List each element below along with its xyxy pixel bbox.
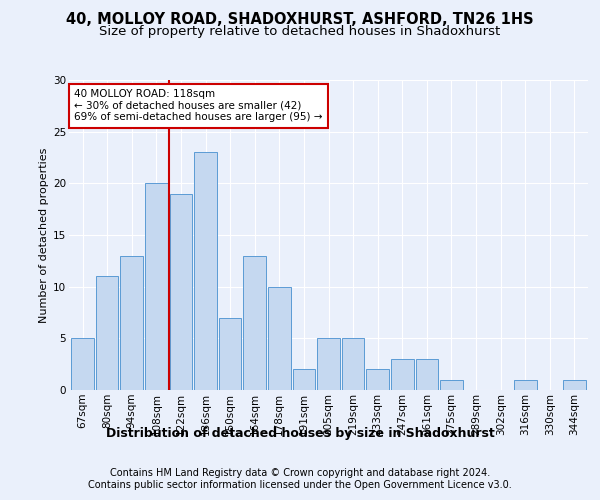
Bar — [317, 338, 340, 390]
Text: Size of property relative to detached houses in Shadoxhurst: Size of property relative to detached ho… — [100, 25, 500, 38]
Bar — [342, 338, 364, 390]
Bar — [121, 256, 143, 390]
Bar — [96, 276, 118, 390]
Bar — [563, 380, 586, 390]
Bar — [268, 286, 290, 390]
Bar — [514, 380, 536, 390]
Bar — [440, 380, 463, 390]
Text: 40 MOLLOY ROAD: 118sqm
← 30% of detached houses are smaller (42)
69% of semi-det: 40 MOLLOY ROAD: 118sqm ← 30% of detached… — [74, 90, 323, 122]
Bar — [244, 256, 266, 390]
Bar — [391, 359, 413, 390]
Bar — [194, 152, 217, 390]
Bar — [416, 359, 438, 390]
Text: Contains public sector information licensed under the Open Government Licence v3: Contains public sector information licen… — [88, 480, 512, 490]
Bar — [219, 318, 241, 390]
Bar — [367, 370, 389, 390]
Text: Contains HM Land Registry data © Crown copyright and database right 2024.: Contains HM Land Registry data © Crown c… — [110, 468, 490, 477]
Text: 40, MOLLOY ROAD, SHADOXHURST, ASHFORD, TN26 1HS: 40, MOLLOY ROAD, SHADOXHURST, ASHFORD, T… — [66, 12, 534, 28]
Y-axis label: Number of detached properties: Number of detached properties — [39, 148, 49, 322]
Bar — [293, 370, 315, 390]
Bar — [170, 194, 192, 390]
Bar — [145, 184, 167, 390]
Bar — [71, 338, 94, 390]
Text: Distribution of detached houses by size in Shadoxhurst: Distribution of detached houses by size … — [106, 428, 494, 440]
